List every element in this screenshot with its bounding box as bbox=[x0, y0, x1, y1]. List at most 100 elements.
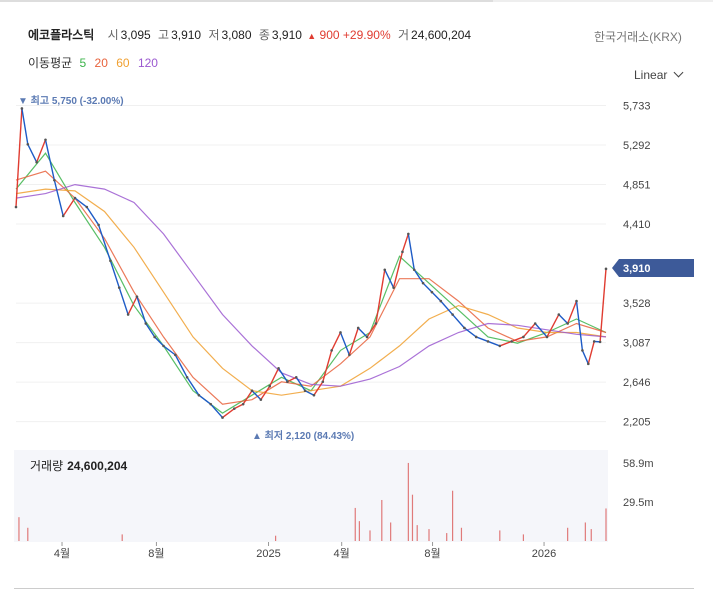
price-segment bbox=[534, 323, 548, 338]
price-point bbox=[598, 340, 602, 344]
open-value: 3,095 bbox=[120, 28, 151, 42]
current-price-tag-label: 3,910 bbox=[623, 263, 651, 275]
y-tick-label: 5,733 bbox=[623, 100, 651, 112]
ma-5-label[interactable]: 5 bbox=[79, 56, 87, 70]
price-segment bbox=[522, 323, 536, 338]
price-segment bbox=[222, 408, 235, 419]
price-segment bbox=[118, 287, 129, 315]
volume-bar bbox=[452, 490, 454, 541]
price-segment bbox=[575, 301, 584, 351]
high-label: 고 bbox=[158, 28, 170, 42]
volume-bar bbox=[605, 508, 607, 541]
price-segment bbox=[27, 143, 38, 163]
exchange-name: 한국거래소(KRX) bbox=[594, 30, 682, 44]
price-segment bbox=[62, 197, 76, 217]
price-point bbox=[117, 286, 121, 289]
price-segment bbox=[186, 376, 200, 396]
price-segment bbox=[348, 327, 359, 356]
open-label: 시 bbox=[107, 28, 119, 42]
y-tick-label: 5,292 bbox=[623, 140, 651, 152]
price-point bbox=[330, 349, 333, 352]
volume-bar bbox=[522, 534, 524, 541]
price-segment bbox=[287, 376, 297, 383]
volume-bar bbox=[428, 529, 430, 541]
ma-60-label[interactable]: 60 bbox=[116, 56, 130, 70]
price-point bbox=[581, 349, 584, 352]
volume-bar bbox=[499, 530, 501, 541]
price-point bbox=[463, 326, 466, 330]
price-point bbox=[259, 398, 263, 401]
ma-20-label[interactable]: 20 bbox=[94, 56, 108, 70]
price-point bbox=[451, 313, 454, 316]
price-point bbox=[185, 375, 189, 379]
price-point bbox=[144, 322, 148, 325]
x-axis: 4월 8월 2025 4월 8월 2026 bbox=[54, 542, 556, 560]
price-point bbox=[430, 290, 434, 294]
price-segment bbox=[127, 296, 138, 315]
price-point bbox=[312, 393, 316, 397]
price-point bbox=[209, 402, 212, 406]
price-point bbox=[348, 353, 351, 357]
price-segment bbox=[260, 385, 271, 401]
price-segment bbox=[136, 296, 147, 324]
price-point bbox=[286, 380, 289, 384]
chart-grid bbox=[16, 104, 606, 423]
volume-bar bbox=[390, 522, 392, 541]
price-segment bbox=[35, 139, 47, 163]
price-segment bbox=[21, 108, 29, 145]
ma-120-label[interactable]: 120 bbox=[137, 56, 158, 70]
ma-5-line bbox=[15, 152, 607, 414]
change-percent: +29.90% bbox=[342, 28, 391, 42]
bottom-divider bbox=[14, 588, 694, 589]
volume-label: 거 bbox=[397, 28, 410, 42]
price-segment bbox=[384, 269, 395, 288]
price-point bbox=[162, 344, 165, 348]
volume-bar bbox=[18, 517, 20, 541]
volume-bar bbox=[567, 527, 569, 541]
price-segment bbox=[269, 368, 280, 387]
close-value: 3,910 bbox=[271, 28, 302, 42]
price-point bbox=[510, 340, 513, 343]
price-segment bbox=[210, 403, 224, 419]
ma-120-line bbox=[15, 183, 607, 387]
price-point bbox=[97, 223, 100, 227]
price-segment bbox=[511, 336, 524, 343]
price-segment bbox=[599, 268, 607, 342]
low-label: 저 bbox=[208, 28, 220, 42]
price-segment bbox=[499, 340, 512, 347]
price-segment bbox=[251, 390, 262, 401]
price-segment bbox=[392, 251, 404, 288]
volume-bar bbox=[416, 525, 418, 541]
price-point bbox=[233, 407, 236, 410]
price-segment bbox=[413, 269, 424, 284]
price-point bbox=[197, 393, 201, 397]
price-series bbox=[14, 107, 608, 419]
change-value: 900 bbox=[319, 28, 340, 42]
price-point bbox=[533, 322, 537, 325]
price-point bbox=[339, 331, 342, 334]
price-point bbox=[153, 335, 156, 339]
volume-bar bbox=[369, 530, 371, 541]
price-point bbox=[392, 286, 395, 289]
stock-name: 에코플라스틱 bbox=[28, 28, 95, 42]
x-tick-label: 2025 bbox=[256, 548, 280, 560]
price-point bbox=[374, 322, 378, 325]
price-point bbox=[474, 335, 478, 339]
current-price-tag: 3,910 bbox=[612, 259, 694, 277]
y-tick-label: 2,646 bbox=[623, 377, 651, 389]
low-annotation: ▲ 최저 2,120 (84.43%) bbox=[252, 429, 354, 442]
moving-average-lines bbox=[15, 152, 607, 414]
price-point bbox=[486, 340, 490, 343]
volume-bars bbox=[18, 462, 607, 541]
price-segment bbox=[86, 206, 100, 226]
price-segment bbox=[277, 367, 288, 383]
price-segment bbox=[198, 394, 212, 405]
price-point bbox=[174, 353, 177, 357]
price-segment bbox=[109, 260, 120, 288]
price-segment bbox=[304, 390, 315, 396]
price-segment bbox=[546, 314, 560, 338]
scale-selector[interactable]: Linear bbox=[634, 67, 684, 82]
price-point bbox=[53, 178, 56, 182]
volume-bar bbox=[590, 529, 592, 541]
